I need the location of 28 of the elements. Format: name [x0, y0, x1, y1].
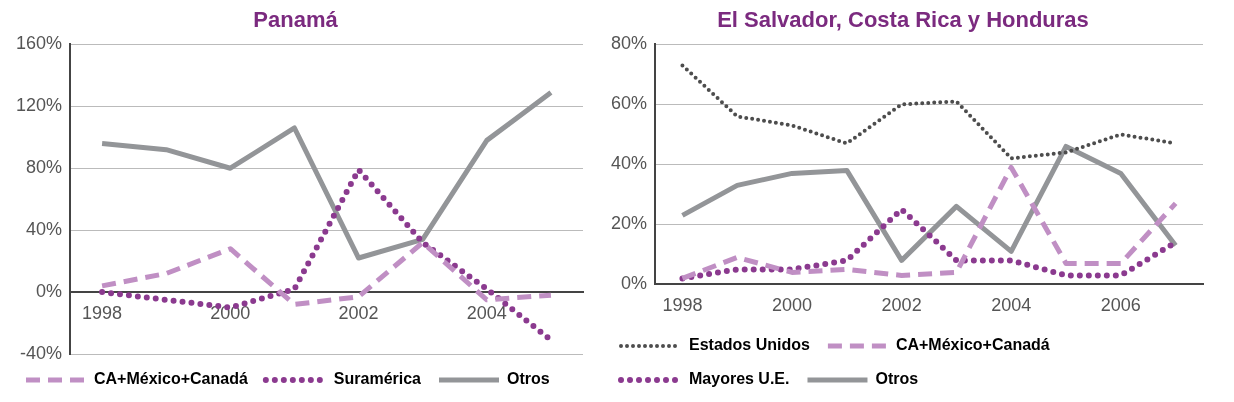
- y-tick-label: 80%: [611, 33, 648, 54]
- y-tick-label: 120%: [15, 95, 63, 116]
- y-tick-label: 40%: [611, 153, 648, 174]
- x-tick-label: 2004: [466, 302, 507, 323]
- x-tick-label: 2004: [991, 295, 1032, 316]
- y-tick-label: -40%: [20, 342, 63, 363]
- y-tick-label: 0%: [36, 281, 63, 302]
- chart-title: Panamá: [253, 7, 339, 33]
- y-tick-label: 40%: [26, 219, 63, 240]
- legend-label: Estados Unidos: [689, 336, 811, 354]
- legend-label: CA+México+Canadá: [94, 370, 248, 388]
- x-tick-label: 2000: [772, 295, 813, 316]
- y-tick-label: 160%: [15, 33, 63, 54]
- y-tick-label: 80%: [26, 157, 63, 178]
- y-tick-label: 60%: [611, 93, 648, 114]
- y-tick-label: 0%: [621, 273, 648, 294]
- x-tick-label: 2002: [338, 302, 379, 323]
- x-tick-label: 1998: [82, 302, 123, 323]
- y-tick-label: 20%: [611, 213, 648, 234]
- x-tick-label: 1998: [662, 295, 703, 316]
- legend-label: Mayores U.E.: [689, 370, 790, 388]
- x-tick-label: 2006: [1100, 295, 1141, 316]
- x-tick-label: 2002: [881, 295, 922, 316]
- chart-title: El Salvador, Costa Rica y Honduras: [717, 7, 1089, 33]
- legend-label: Suramérica: [333, 370, 422, 388]
- legend-label: Otros: [875, 370, 919, 388]
- legend-label: Otros: [507, 370, 550, 388]
- legend-label: CA+México+Canadá: [895, 336, 1050, 354]
